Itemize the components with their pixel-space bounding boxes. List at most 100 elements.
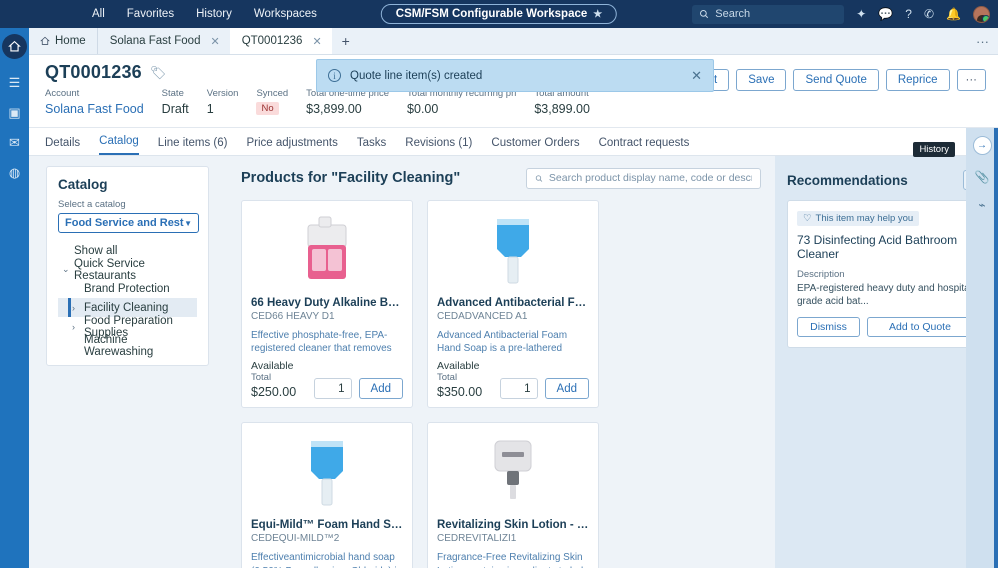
phone-icon[interactable]: ✆	[923, 7, 935, 21]
tree-item-label: Machine Warewashing	[84, 333, 154, 358]
quantity-input[interactable]	[313, 378, 352, 399]
product-card[interactable]: Equi-Mild™ Foam Hand Soap CEDEQUI-MILD™2…	[241, 422, 413, 568]
tab-label: Solana Fast Food	[109, 35, 201, 47]
activity-icon[interactable]: ⌁	[978, 198, 986, 212]
field-total-amount: Total amount $3,899.00	[534, 88, 590, 116]
tab-line-items[interactable]: Line items (6)	[157, 137, 228, 149]
tree-item-machine-warewashing[interactable]: Machine Warewashing	[58, 333, 197, 358]
product-search-placeholder: Search product display name, code or des…	[548, 172, 752, 184]
inbox-icon[interactable]: ✉	[9, 135, 20, 150]
home-icon[interactable]	[2, 34, 27, 59]
tab-qt0001236[interactable]: QT0001236 ✕	[229, 28, 332, 54]
browser-tab-strip: Home Solana Fast Food ✕ QT0001236 ✕ + ··…	[29, 28, 998, 55]
tab-solana-fast-food[interactable]: Solana Fast Food ✕	[98, 28, 230, 54]
tab-tasks[interactable]: Tasks	[356, 137, 387, 149]
tree-item-label: Food Preparation Supplies	[84, 314, 173, 339]
close-icon[interactable]: ✕	[210, 35, 220, 48]
tree-item-facility-cleaning[interactable]: › Facility Cleaning	[58, 298, 197, 317]
chevron-down-icon[interactable]: ⌄	[62, 264, 70, 274]
add-to-quote-button[interactable]: Add to Quote	[867, 317, 973, 337]
recommendations-header: Recommendations History ⟳	[787, 142, 983, 190]
product-card[interactable]: Revitalizing Skin Lotion - Fragrance... …	[427, 422, 599, 568]
tab-label: QT0001236	[241, 35, 303, 47]
send-quote-button[interactable]: Send Quote	[793, 69, 879, 91]
collapse-icon[interactable]: →	[972, 136, 992, 155]
add-button[interactable]: Add	[544, 378, 589, 399]
nav-link-history[interactable]: History	[196, 8, 232, 20]
tab-home[interactable]: Home	[29, 28, 98, 54]
user-avatar[interactable]	[973, 5, 990, 23]
globe-icon[interactable]: ◍	[8, 165, 21, 180]
product-total-value: $350.00	[437, 385, 483, 399]
close-icon[interactable]: ✕	[691, 67, 702, 83]
product-code: CED66 HEAVY D1	[251, 310, 335, 322]
product-availability: Available	[251, 360, 294, 372]
tab-home-label: Home	[55, 35, 86, 47]
field-value: $3,899.00	[534, 102, 590, 116]
more-actions-button[interactable]: ···	[956, 69, 986, 91]
nav-link-workspaces[interactable]: Workspaces	[253, 8, 317, 20]
card-icon[interactable]: ▣	[8, 105, 21, 120]
field-total-monthly-recurring: Total monthly recurring pri $0.00	[407, 88, 516, 116]
product-card[interactable]: Advanced Antibacterial Foam Han... CEDAD…	[427, 200, 599, 408]
save-button[interactable]: Save	[736, 69, 787, 91]
nav-link-all[interactable]: All	[92, 8, 105, 20]
recommendation-actions: Dismiss Add to Quote	[797, 317, 973, 337]
chevron-right-icon[interactable]: ›	[72, 302, 75, 313]
chat-icon[interactable]: 💬	[878, 7, 894, 21]
field-label: Total monthly recurring pri	[407, 88, 517, 99]
product-image-blue-cartridge	[437, 209, 589, 293]
attachment-icon[interactable]: 📎	[974, 170, 990, 184]
add-button[interactable]: Add	[358, 378, 403, 399]
product-total-value: $250.00	[251, 385, 297, 399]
tree-item-food-preparation-supplies[interactable]: › Food Preparation Supplies	[58, 314, 197, 339]
product-image-pink-jug	[251, 209, 403, 293]
catalog-select[interactable]: Food Service and Restaura... ▼	[58, 213, 199, 233]
field-value[interactable]: Solana Fast Food	[45, 102, 144, 116]
toast-message: Quote line item(s) created	[350, 69, 483, 82]
favorite-star-icon[interactable]: ★	[593, 8, 603, 20]
new-tab-button[interactable]: +	[341, 33, 350, 49]
tag-icon[interactable]: 🏷	[149, 64, 167, 80]
catalog-body: Catalog Select a catalog Food Service an…	[29, 142, 998, 568]
field-version: Version 1	[207, 88, 239, 116]
chevron-down-icon: ▼	[184, 218, 192, 228]
tree-item-show-all[interactable]: Show all	[58, 241, 197, 260]
dismiss-button[interactable]: Dismiss	[797, 317, 860, 337]
product-card[interactable]: 66 Heavy Duty Alkaline Bathroom ... CED6…	[241, 200, 413, 408]
tree-item-quick-service-restaurants[interactable]: ⌄ Quick Service Restaurants	[58, 258, 197, 282]
field-label: Version	[206, 88, 239, 99]
tab-overflow-icon[interactable]: ···	[976, 33, 989, 49]
workspace-selector[interactable]: CSM/FSM Configurable Workspace ★	[380, 4, 618, 24]
tab-revisions[interactable]: Revisions (1)	[405, 137, 473, 149]
product-total: Total $250.00	[251, 372, 296, 399]
tree-item-brand-protection[interactable]: Brand Protection	[58, 279, 197, 298]
close-icon[interactable]: ✕	[312, 35, 322, 48]
product-availability: Available	[437, 360, 480, 372]
tab-price-adjustments[interactable]: Price adjustments	[246, 137, 338, 149]
field-value: $0.00	[407, 102, 439, 116]
page-title: QT0001236	[45, 62, 142, 82]
nav-link-favorites[interactable]: Favorites	[126, 8, 175, 20]
recommendation-flag-label: This item may help you	[815, 213, 914, 224]
product-search-input[interactable]: Search product display name, code or des…	[526, 167, 761, 189]
help-icon[interactable]: ?	[905, 7, 912, 21]
quantity-input[interactable]	[499, 378, 538, 399]
tab-customer-orders[interactable]: Customer Orders	[491, 137, 580, 149]
lightbulb-icon: ♡	[803, 213, 812, 224]
bell-icon[interactable]: 🔔	[946, 7, 961, 21]
sparkle-icon[interactable]: ✦	[856, 7, 867, 21]
tab-details[interactable]: Details	[45, 137, 81, 149]
info-icon: i	[328, 69, 341, 82]
reprice-button[interactable]: Reprice	[885, 69, 950, 91]
chevron-right-icon[interactable]: ›	[72, 321, 75, 332]
products-heading: Products for "Facility Cleaning"	[241, 170, 461, 186]
tab-contract-requests[interactable]: Contract requests	[598, 137, 690, 149]
list-icon[interactable]: ☰	[8, 75, 21, 90]
field-label: Total amount	[534, 88, 589, 99]
global-search-input[interactable]: Search	[692, 4, 845, 24]
top-nav-links: All Favorites History Workspaces	[92, 8, 317, 20]
product-name: Equi-Mild™ Foam Hand Soap	[251, 519, 403, 531]
product-card-footer: Total $350.00 Add	[437, 372, 589, 399]
tab-catalog[interactable]: Catalog	[99, 135, 139, 155]
